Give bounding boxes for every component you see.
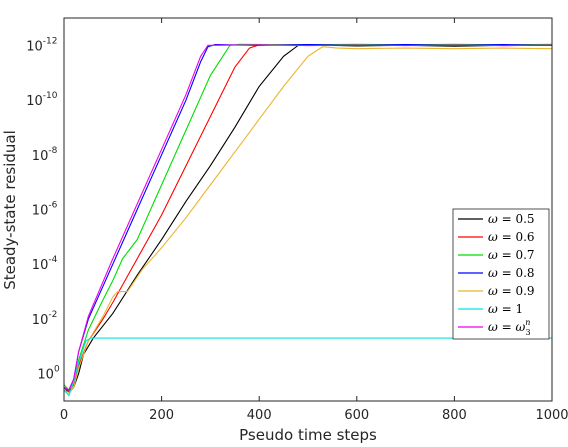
- x-tick-label: 200: [149, 408, 174, 423]
- y-tick-label: 10-2: [32, 310, 58, 328]
- x-tick-label: 600: [344, 408, 369, 423]
- y-tick-label: 10-12: [26, 36, 57, 54]
- y-axis-label: Steady-state residual: [1, 130, 19, 290]
- legend-entry: ω = 0.7: [488, 248, 535, 262]
- x-axis: 0 200 400 600 800 1000: [60, 18, 568, 423]
- legend-entry: ω = 1: [488, 302, 523, 316]
- x-tick-label: 400: [247, 408, 272, 423]
- legend-box: [452, 208, 550, 340]
- y-tick-label: 10-6: [32, 201, 58, 219]
- legend-entry: ω = 0.5: [488, 212, 535, 226]
- y-tick-label: 10-4: [32, 255, 58, 273]
- x-tick-label: 800: [442, 408, 467, 423]
- series-layer: [64, 43, 552, 397]
- plot-area-frame: [63, 17, 553, 402]
- legend-entry: ω = 0.8: [488, 266, 535, 280]
- x-axis-label: Pseudo time steps: [239, 426, 377, 444]
- y-tick-label: 10-8: [32, 146, 58, 164]
- y-tick-label: 100: [37, 365, 60, 383]
- series-line-5: [64, 46, 552, 394]
- legend: ω = 0.5 ω = 0.6 ω = 0.7 ω = 0.8 ω = 0.9 ω = 1…: [452, 208, 550, 340]
- series-line-6: [64, 337, 552, 397]
- x-tick-label: 1000: [535, 408, 568, 423]
- legend-entry: ω = 0.6: [488, 230, 535, 244]
- y-axis: 100 10-2 10-4 10-6 10-8 10-10 10-12: [26, 36, 60, 382]
- legend-entry: ω = ωn 3: [488, 318, 531, 337]
- x-tick-label: 0: [60, 408, 68, 423]
- legend-entry: ω = 0.9: [488, 284, 535, 298]
- y-tick-label: 10-10: [26, 91, 58, 109]
- series-line-7: [64, 44, 552, 391]
